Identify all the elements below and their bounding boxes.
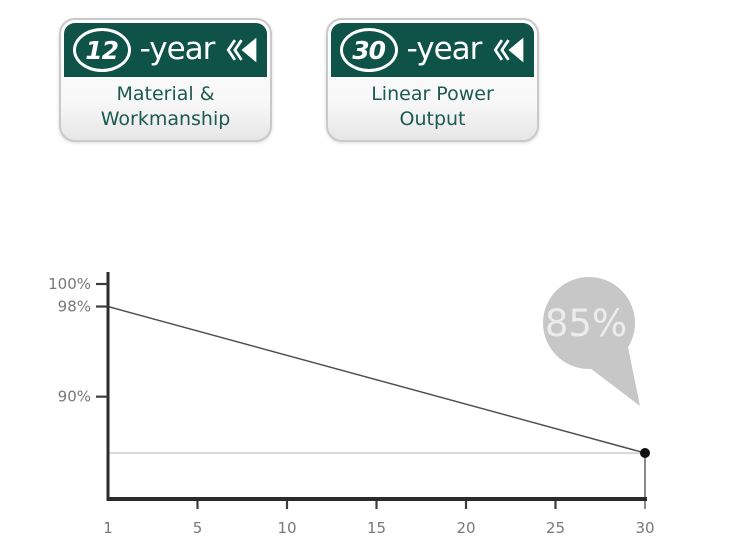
x-tick-label: 20 [456, 519, 475, 537]
year-number: 30 [352, 35, 386, 65]
badge-description-line: Linear Power [371, 83, 494, 105]
rewind-icon [494, 37, 524, 63]
badge-description-line: Material & [116, 83, 215, 105]
year-number-oval: 30 [339, 28, 398, 72]
badge-description: Linear Power Output [331, 77, 534, 132]
annotation-label: 85% [545, 302, 627, 345]
year-number: 12 [85, 35, 119, 65]
x-tick-label: 15 [367, 519, 386, 537]
badge-description-line: Workmanship [100, 108, 231, 130]
y-tick-label: 98% [58, 298, 91, 316]
x-tick-label: 25 [546, 519, 565, 537]
y-tick-label: 90% [58, 388, 91, 406]
x-tick-label: 5 [193, 519, 203, 537]
year-number-oval: 12 [72, 28, 131, 72]
rewind-icon [227, 37, 257, 63]
y-tick-label: 100% [48, 275, 91, 293]
x-tick-label: 1 [103, 519, 113, 537]
degradation-line [107, 305, 646, 454]
year-suffix: -year [139, 31, 216, 67]
year-suffix: -year [406, 31, 483, 67]
x-tick-label: 30 [635, 519, 654, 537]
x-tick-label: 10 [277, 519, 296, 537]
warranty-badge-12-year: 12 -year Material & Workmanship [59, 18, 272, 142]
badge-description: Material & Workmanship [64, 77, 267, 132]
annotation-bubble [543, 277, 635, 369]
badge-header: 30 -year [331, 23, 534, 77]
badge-header: 12 -year [64, 23, 267, 77]
badge-description-line: Output [399, 108, 466, 130]
end-point-dot [640, 448, 650, 458]
warranty-badges: 12 -year Material & Workmanship 30 -year [59, 18, 539, 142]
warranty-badge-30-year: 30 -year Linear Power Output [326, 18, 539, 142]
